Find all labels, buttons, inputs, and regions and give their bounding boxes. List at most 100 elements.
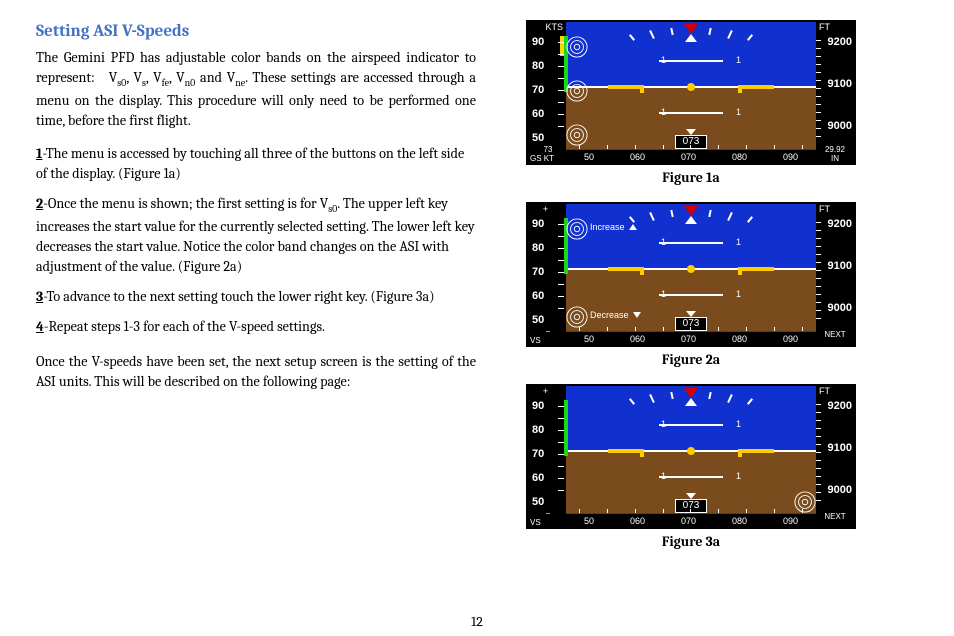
softkey-increase[interactable] — [566, 218, 588, 240]
step-text: Once the menu is shown; the first settin… — [36, 195, 475, 275]
softkey-next[interactable] — [794, 491, 816, 513]
arrow-down-icon — [633, 312, 641, 318]
minus-vs-readout: −VS — [528, 509, 566, 527]
altitude-tape: 9200 9100 9000 — [816, 386, 854, 515]
text-column: Setting ASI V-Speeds The Gemini PFD has … — [36, 20, 476, 590]
aircraft-wing-left — [608, 267, 642, 271]
step-2: 2-Once the menu is shown; the first sett… — [36, 194, 476, 277]
softkey-bottom-left[interactable] — [566, 124, 588, 146]
airspeed-tape: 90 80 70 60 50 — [528, 204, 566, 333]
speed-label: 80 — [532, 424, 544, 436]
step-3: 3-To advance to the next setting touch t… — [36, 287, 476, 307]
airspeed-tape: 90 80 70 60 50 — [528, 386, 566, 515]
flight-path-dot-icon — [687, 83, 695, 91]
arrow-up-icon — [629, 224, 637, 230]
figure-caption-1a: Figure 1a — [662, 169, 720, 186]
aircraft-wing-right — [740, 85, 774, 89]
heading-tape: 50 060 070 080 090 — [566, 513, 816, 527]
hdg-label: 090 — [783, 334, 798, 344]
speed-label: 60 — [532, 108, 544, 120]
speed-label: 60 — [532, 290, 544, 302]
next-readout: NEXT — [816, 509, 854, 527]
alt-label: 9000 — [828, 484, 852, 496]
speed-label: 50 — [532, 132, 544, 144]
minus-vs-readout: −VS — [528, 327, 566, 345]
speed-label: 90 — [532, 218, 544, 230]
figures-column: 1 1 1 1 90 80 70 60 50 — [506, 20, 876, 590]
roll-pointer-icon — [684, 388, 698, 398]
baro-readout: 29.92IN — [816, 145, 854, 163]
step-number: 2 — [36, 195, 43, 212]
hdg-label: 080 — [732, 334, 747, 344]
speed-label: 90 — [532, 400, 544, 412]
speed-label: 80 — [532, 60, 544, 72]
alt-label: 9000 — [828, 120, 852, 132]
speed-label: 70 — [532, 84, 544, 96]
altitude-tape: 9200 9100 9000 — [816, 22, 854, 151]
speed-label: 70 — [532, 448, 544, 460]
hdg-label: 070 — [681, 516, 696, 526]
ground-speed-readout: 73GS KT — [528, 145, 566, 163]
roll-index-icon — [685, 398, 697, 406]
roll-index-icon — [685, 34, 697, 42]
step-text: To advance to the next setting touch the… — [46, 288, 434, 305]
alt-label: 9100 — [828, 442, 852, 454]
step-4: 4-Repeat steps 1-3 for each of the V-spe… — [36, 317, 476, 337]
next-readout: NEXT — [816, 327, 854, 345]
heading-tape: 50 060 070 080 090 — [566, 331, 816, 345]
speed-label: 70 — [532, 266, 544, 278]
hdg-label: 070 — [681, 152, 696, 162]
increase-label: Increase — [590, 222, 637, 232]
alt-label: 9100 — [828, 260, 852, 272]
roll-pointer-icon — [684, 24, 698, 34]
roll-index-icon — [685, 216, 697, 224]
page-number: 12 — [0, 613, 954, 630]
step-number: 1 — [36, 145, 43, 162]
hdg-label: 080 — [732, 152, 747, 162]
alt-label: 9200 — [828, 400, 852, 412]
speed-label: 50 — [532, 314, 544, 326]
pfd-figure-2a: 1 1 1 1 90 80 70 60 50 + — [526, 202, 856, 347]
alt-label: 9200 — [828, 218, 852, 230]
heading-tape: 50 060 070 080 090 — [566, 149, 816, 163]
decrease-label: Decrease — [590, 310, 641, 320]
speed-label: 90 — [532, 36, 544, 48]
flight-path-dot-icon — [687, 265, 695, 273]
intro-tail: . These settings are accessed through a … — [36, 69, 476, 129]
alt-label: 9200 — [828, 36, 852, 48]
aircraft-wing-left — [608, 449, 642, 453]
intro-paragraph: The Gemini PFD has adjustable color band… — [36, 48, 476, 131]
pfd-figure-3a: 1 1 1 1 90 80 70 60 50 + — [526, 384, 856, 529]
hdg-label: 50 — [584, 152, 594, 162]
alt-header: FT — [816, 386, 854, 397]
hdg-label: 070 — [681, 334, 696, 344]
hdg-label: 090 — [783, 152, 798, 162]
airspeed-tape: 90 80 70 60 50 — [528, 22, 566, 151]
speed-header: KTS — [528, 22, 566, 33]
aircraft-wing-right — [740, 449, 774, 453]
softkey-decrease[interactable] — [566, 306, 588, 328]
hdg-label: 50 — [584, 334, 594, 344]
hdg-label: 060 — [630, 334, 645, 344]
section-heading: Setting ASI V-Speeds — [36, 20, 476, 44]
figure-caption-3a: Figure 3a — [662, 533, 720, 550]
speed-header-plus: + — [528, 204, 566, 215]
alt-label: 9100 — [828, 78, 852, 90]
step-text: Repeat steps 1-3 for each of the V-speed… — [49, 318, 325, 335]
speed-label: 50 — [532, 496, 544, 508]
roll-pointer-icon — [684, 206, 698, 216]
hdg-label: 060 — [630, 152, 645, 162]
hdg-label: 080 — [732, 516, 747, 526]
flight-path-dot-icon — [687, 447, 695, 455]
altitude-tape: 9200 9100 9000 — [816, 204, 854, 333]
step-number: 3 — [36, 288, 43, 305]
softkey-mid-left[interactable] — [566, 80, 588, 102]
alt-label: 9000 — [828, 302, 852, 314]
softkey-top-left[interactable] — [566, 36, 588, 58]
closing-paragraph: Once the V-speeds have been set, the nex… — [36, 352, 476, 392]
step-number: 4 — [36, 318, 44, 335]
step-1: 1-The menu is accessed by touching all t… — [36, 144, 476, 184]
hdg-label: 060 — [630, 516, 645, 526]
speed-label: 60 — [532, 472, 544, 484]
pfd-figure-1a: 1 1 1 1 90 80 70 60 50 — [526, 20, 856, 165]
